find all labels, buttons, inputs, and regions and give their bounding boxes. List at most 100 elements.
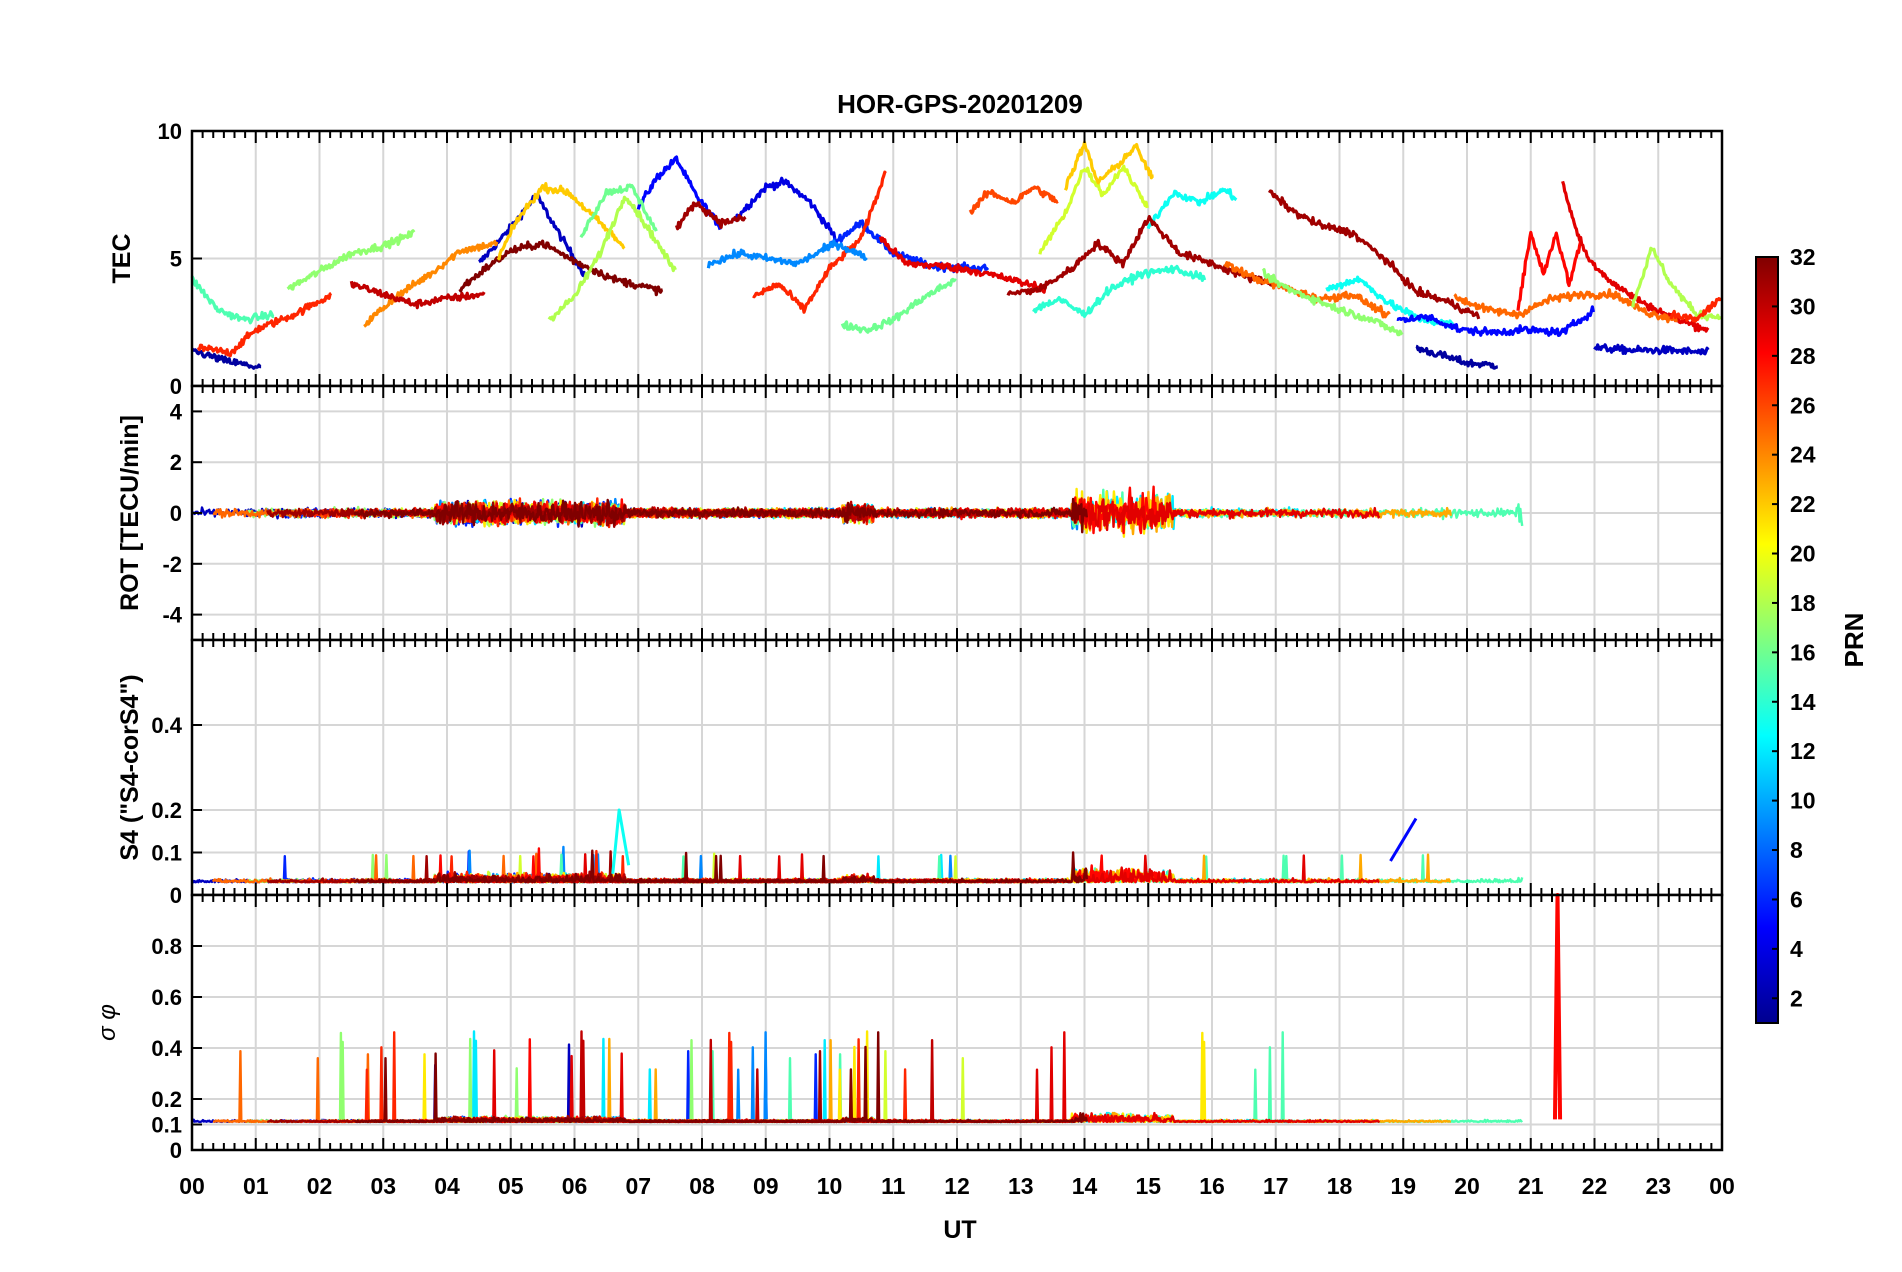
tec-series-prn-26 (968, 185, 1059, 215)
y-tick-label: 4 (170, 399, 183, 424)
colorbar-tick-label: 26 (1790, 392, 1816, 418)
colorbar-tick-label: 16 (1790, 639, 1816, 665)
x-tick-label: 01 (243, 1173, 269, 1199)
x-tick-label: 00 (179, 1173, 205, 1199)
colorbar-tick-label: 8 (1790, 837, 1803, 863)
x-tick-label: 14 (1072, 1173, 1098, 1199)
tec-series-prn-27 (752, 170, 887, 314)
tec-series-prn-31 (1006, 215, 1276, 297)
tec-series-prn-9 (706, 239, 868, 269)
sigma-series-prn-32 (353, 1031, 1088, 1124)
x-tick-label: 18 (1327, 1173, 1353, 1199)
series-group (190, 140, 1723, 370)
tec-series-prn-31 (674, 201, 747, 231)
colorbar-tick-label: 30 (1790, 293, 1816, 319)
y-tick-labels: 0 5 10 (158, 119, 202, 399)
tec-series-prn-27 (196, 291, 333, 358)
y-axis-label: σ φ (94, 1004, 121, 1041)
tec-series-prn-24 (363, 239, 499, 328)
colorbar-tick-label: 18 (1790, 590, 1816, 616)
colorbar-tick-label: 4 (1790, 936, 1803, 962)
y-axis-label: ROT [TECU/min] (116, 415, 144, 611)
tec-series-prn-5 (1396, 305, 1595, 337)
tec-series-prn-22 (1063, 140, 1155, 191)
y-tick-label: 0 (170, 1138, 182, 1163)
s4-spike (1389, 817, 1418, 862)
tec-series-prn-18 (1631, 246, 1722, 322)
x-axis-label: UT (943, 1216, 976, 1244)
y-tick-label: 0.2 (151, 1087, 182, 1112)
grid (192, 131, 1722, 386)
y-tick-label: 0.2 (151, 798, 182, 823)
x-tick-label: 20 (1454, 1173, 1480, 1199)
x-tick-label: 05 (498, 1173, 524, 1199)
x-ticks (191, 895, 1723, 1150)
x-tick-label: 19 (1390, 1173, 1416, 1199)
tec-series-prn-17 (1261, 268, 1404, 337)
y-tick-label: 2 (170, 450, 182, 475)
y-tick-label: 0 (170, 883, 182, 908)
tec-series-prn-4 (732, 176, 837, 240)
colorbar-tick-label: 32 (1790, 244, 1816, 270)
tec-series-prn-16 (579, 183, 658, 239)
colorbar-tick-label: 22 (1790, 491, 1816, 517)
y-tick-label: 5 (170, 247, 182, 272)
colorbar-tick-label: 12 (1790, 738, 1816, 764)
tec-series-prn-2 (1415, 344, 1499, 370)
colorbar-gradient (1755, 256, 1779, 1024)
y-tick-label: 0.4 (151, 1036, 182, 1061)
panel-sigma: 00.10.2 0.4 0.6 0.8 σ φ (94, 893, 1724, 1163)
x-tick-label: 08 (689, 1173, 715, 1199)
series-group (191, 808, 1524, 884)
x-tick-label: 03 (370, 1173, 396, 1199)
tec-series-prn-16 (840, 277, 957, 334)
x-tick-label: 00 (1709, 1173, 1735, 1199)
tec-series-prn-25 (1453, 288, 1678, 324)
colorbar-tick-label: 2 (1790, 985, 1803, 1011)
x-ticks (191, 640, 1723, 895)
colorbar-tick-label: 24 (1790, 442, 1816, 468)
x-tick-label: 09 (753, 1173, 779, 1199)
y-tick-label: 0.1 (151, 1113, 182, 1138)
chart-title: HOR-GPS-20201209 (837, 89, 1083, 119)
series-group (191, 893, 1563, 1124)
y-tick-label: -2 (162, 552, 182, 577)
tec-series-prn-27 (1669, 297, 1723, 323)
x-tick-label: 16 (1199, 1173, 1225, 1199)
y-tick-labels: 0 0.1 0.2 0.4 (151, 713, 202, 908)
colorbar-tick-label: 20 (1790, 541, 1816, 567)
colorbar-label: PRN (1839, 613, 1869, 668)
tec-series-prn-2 (190, 347, 262, 370)
tec-series-prn-32 (458, 239, 664, 297)
tec-series-prn-15 (190, 275, 275, 325)
y-tick-label: -4 (162, 603, 182, 628)
y-tick-label: 0.8 (151, 934, 182, 959)
x-tick-label: 10 (817, 1173, 843, 1199)
tec-series-prn-3 (1593, 343, 1710, 356)
colorbar-tick-label: 28 (1790, 343, 1816, 369)
x-tick-label: 12 (944, 1173, 970, 1199)
x-tick-label: 15 (1135, 1173, 1161, 1199)
x-tick-label: 13 (1008, 1173, 1034, 1199)
s4-spike (611, 808, 631, 874)
colorbar-tick-label: 6 (1790, 886, 1803, 912)
panel-s4: 0 0.1 0.2 0.4 S4 ("S4-corS4") (116, 638, 1724, 908)
y-tick-label: 0 (170, 374, 182, 399)
x-tick-label: 07 (625, 1173, 651, 1199)
y-tick-label: 0.4 (151, 713, 182, 738)
grid (192, 640, 1722, 895)
colorbar-tick-label: 10 (1790, 788, 1816, 814)
x-tick-label: 17 (1263, 1173, 1289, 1199)
rot-series-prn-32 (353, 497, 1088, 534)
panel-tec: 0 5 10 TEC (108, 119, 1724, 399)
tec-series-prn-28 (1516, 230, 1583, 311)
y-tick-label: 10 (158, 119, 182, 144)
x-tick-label: 21 (1518, 1173, 1544, 1199)
y-axis-label: TEC (108, 234, 136, 284)
y-tick-label: 0.6 (151, 985, 182, 1010)
tec-series-prn-22 (496, 182, 626, 261)
y-tick-labels: -4 -2 0 2 4 (162, 399, 202, 628)
